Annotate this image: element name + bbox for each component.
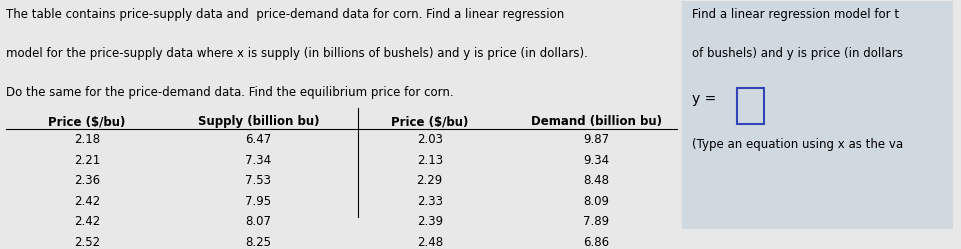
Text: 2.52: 2.52 — [74, 236, 100, 249]
Text: 9.87: 9.87 — [583, 133, 609, 146]
Text: 8.09: 8.09 — [583, 195, 609, 208]
Bar — [682, 1, 953, 229]
Text: Price ($/bu): Price ($/bu) — [48, 115, 126, 128]
Text: 7.34: 7.34 — [245, 154, 271, 167]
Text: The table contains price-supply data and  price-demand data for corn. Find a lin: The table contains price-supply data and… — [6, 8, 564, 21]
Text: Price ($/bu): Price ($/bu) — [391, 115, 468, 128]
Text: of bushels) and y is price (in dollars: of bushels) and y is price (in dollars — [692, 47, 902, 60]
Text: 7.95: 7.95 — [245, 195, 271, 208]
Text: 7.53: 7.53 — [245, 174, 271, 187]
Text: 8.25: 8.25 — [245, 236, 271, 249]
Text: Do the same for the price-demand data. Find the equilibrium price for corn.: Do the same for the price-demand data. F… — [6, 86, 454, 99]
Text: 8.07: 8.07 — [245, 215, 271, 228]
Text: 7.89: 7.89 — [583, 215, 609, 228]
Text: 2.29: 2.29 — [417, 174, 443, 187]
Text: 8.48: 8.48 — [583, 174, 609, 187]
Text: 9.34: 9.34 — [583, 154, 609, 167]
Text: y =: y = — [692, 92, 716, 106]
Text: 2.13: 2.13 — [417, 154, 443, 167]
Text: 2.36: 2.36 — [74, 174, 100, 187]
Text: 2.33: 2.33 — [417, 195, 443, 208]
Text: Find a linear regression model for t: Find a linear regression model for t — [692, 8, 899, 21]
FancyBboxPatch shape — [737, 88, 764, 124]
Text: 2.39: 2.39 — [417, 215, 443, 228]
Text: (Type an equation using x as the va: (Type an equation using x as the va — [692, 138, 902, 151]
Text: model for the price-supply data where x is supply (in billions of bushels) and y: model for the price-supply data where x … — [6, 47, 588, 60]
Text: Supply (billion bu): Supply (billion bu) — [198, 115, 319, 128]
Text: 2.42: 2.42 — [74, 215, 100, 228]
Text: 2.42: 2.42 — [74, 195, 100, 208]
Text: 6.86: 6.86 — [583, 236, 609, 249]
Text: 2.21: 2.21 — [74, 154, 100, 167]
Text: 2.18: 2.18 — [74, 133, 100, 146]
Text: 2.48: 2.48 — [417, 236, 443, 249]
Text: 2.03: 2.03 — [417, 133, 443, 146]
Text: Demand (billion bu): Demand (billion bu) — [530, 115, 662, 128]
Text: 6.47: 6.47 — [245, 133, 272, 146]
